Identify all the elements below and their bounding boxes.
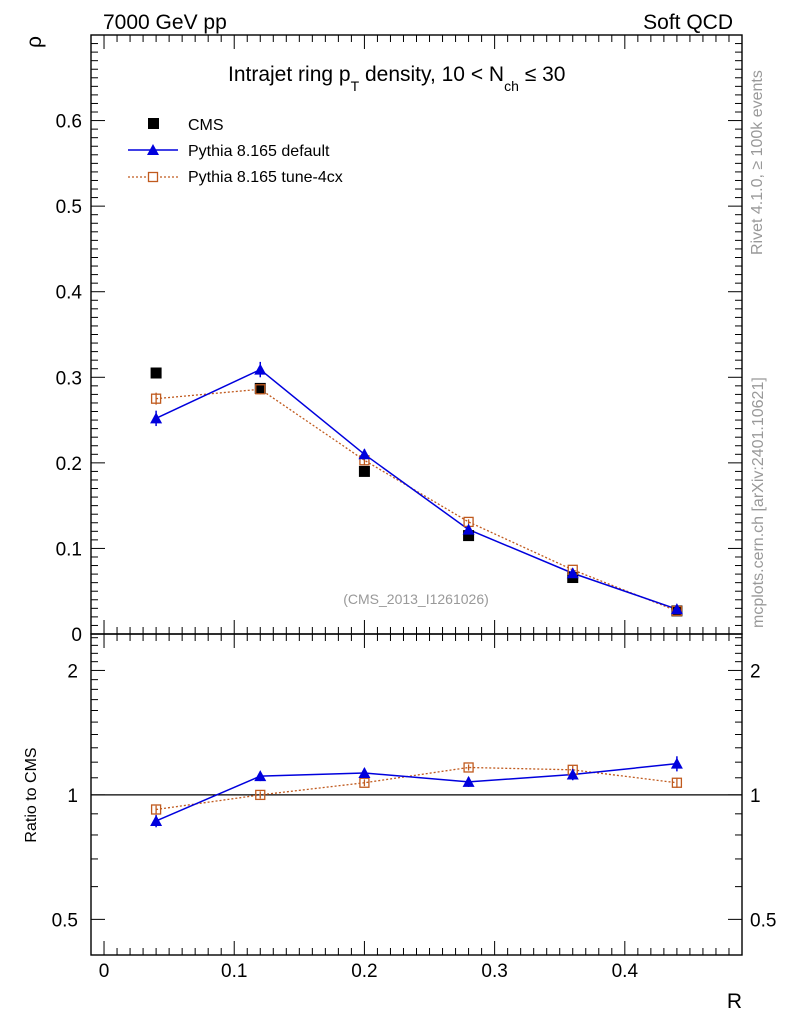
- title-pt-subscript: T: [351, 78, 360, 94]
- main-y-tick-label: 0.1: [56, 539, 82, 560]
- main-y-tick-label: 0.3: [56, 368, 82, 389]
- ratio-point-default: [462, 775, 475, 787]
- x-tick-label: 0.2: [351, 961, 377, 982]
- ratio-point-default: [670, 757, 683, 769]
- main-y-zero-label: 0: [71, 625, 82, 646]
- series-line-default: [155, 368, 678, 610]
- ratio-point-tune: [150, 804, 162, 815]
- legend-marker-cms: [148, 118, 159, 129]
- x-tick-label: 0.3: [481, 961, 507, 982]
- main-y-tick-label: 0.4: [56, 283, 83, 304]
- title-suffix: ≤ 30: [519, 63, 566, 86]
- ratio-point-tune: [463, 762, 474, 773]
- ratio-y-tick-label-right: 1: [750, 786, 761, 807]
- main-data-layer: [150, 361, 683, 617]
- ratio-point-default: [566, 768, 579, 780]
- ratio-point-tune: [255, 789, 266, 801]
- title-nch-subscript: ch: [504, 78, 519, 94]
- ratio-line-default: [155, 762, 677, 822]
- ratio-point-tune: [359, 777, 370, 788]
- ratio-data-layer: [91, 756, 742, 828]
- data-point-default: [358, 448, 371, 460]
- legend-label-cms: CMS: [188, 117, 224, 134]
- x-tick-label: 0: [99, 961, 110, 982]
- ratio-point-default: [254, 770, 267, 782]
- title-prefix: Intrajet ring p: [228, 63, 351, 86]
- data-point-cms: [358, 465, 370, 477]
- ratio-axis-ticks: 0 0.1 0.2 0.3 0.4 0.5 0.5 1 1 2 2: [52, 634, 776, 982]
- x-tick-label: 0.1: [221, 961, 247, 982]
- ratio-point-default: [150, 814, 163, 826]
- data-point-default: [566, 567, 579, 579]
- analysis-label: (CMS_2013_I1261026): [343, 591, 489, 607]
- title-middle: density, 10 < N: [359, 63, 504, 86]
- main-axis-ticks: 0.1 0.2 0.3 0.4 0.5 0.6 0: [56, 35, 743, 646]
- data-point-cms: [254, 382, 266, 394]
- data-point-default: [670, 603, 683, 615]
- rivet-watermark: Rivet 4.1.0, ≥ 100k events: [749, 70, 766, 255]
- legend: CMS Pythia 8.165 default Pythia 8.165 tu…: [128, 117, 343, 186]
- process-label: Soft QCD: [643, 11, 733, 34]
- legend-label-tune: Pythia 8.165 tune-4cx: [188, 169, 343, 186]
- legend-marker-default: [147, 144, 159, 155]
- ratio-y-tick-label: 2: [67, 661, 78, 682]
- legend-label-default: Pythia 8.165 default: [188, 143, 330, 160]
- ratio-y-axis-label: Ratio to CMS: [23, 747, 40, 842]
- legend-marker-tune: [147, 171, 159, 183]
- ratio-y-tick-label-right: 2: [750, 661, 761, 682]
- ratio-y-tick-label: 0.5: [52, 910, 78, 931]
- main-y-tick-label: 0.5: [56, 197, 82, 218]
- data-point-default: [462, 523, 475, 535]
- ratio-point-default: [358, 766, 371, 778]
- x-tick-label: 0.4: [612, 961, 639, 982]
- main-y-tick-label: 0.6: [56, 112, 82, 133]
- main-y-tick-label: 0.2: [56, 454, 82, 475]
- series-line-tune: [156, 388, 678, 612]
- energy-label: 7000 GeV pp: [103, 11, 227, 34]
- data-point-tune: [255, 384, 266, 395]
- ratio-y-tick-label-right: 0.5: [750, 910, 776, 931]
- data-point-default: [254, 363, 267, 375]
- plot-title: Intrajet ring pT density, 10 < Nch ≤ 30: [228, 63, 565, 94]
- mcplots-watermark: mcplots.cern.ch [arXiv:2401.10621]: [750, 377, 767, 628]
- data-point-cms: [463, 530, 475, 542]
- data-point-cms: [150, 367, 162, 379]
- data-point-default: [150, 412, 163, 424]
- x-axis-label: R: [727, 990, 742, 1013]
- ratio-line-tune: [156, 766, 677, 811]
- data-point-tune: [150, 393, 162, 404]
- ratio-y-tick-label: 1: [67, 786, 78, 807]
- ratio-point-tune: [671, 777, 683, 788]
- y-axis-label: ρ: [23, 36, 46, 48]
